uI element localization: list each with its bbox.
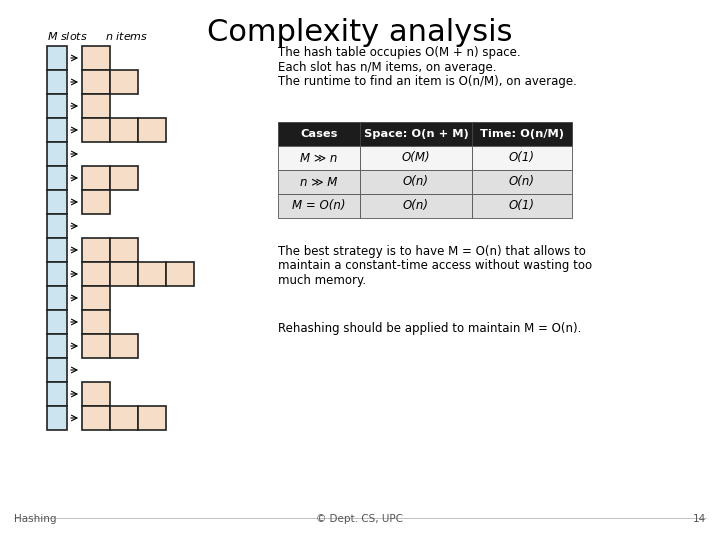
- Bar: [47, 94, 67, 118]
- Text: O(n): O(n): [403, 199, 429, 213]
- Bar: [278, 146, 360, 170]
- Bar: [278, 122, 360, 146]
- Bar: [110, 70, 138, 94]
- Text: O(1): O(1): [509, 152, 535, 165]
- Bar: [360, 122, 472, 146]
- Bar: [360, 194, 472, 218]
- Text: $M$ slots: $M$ slots: [47, 30, 88, 42]
- Bar: [110, 238, 138, 262]
- Text: Cases: Cases: [300, 129, 338, 139]
- Bar: [138, 118, 166, 142]
- Bar: [82, 262, 110, 286]
- Text: Each slot has n/M items, on average.: Each slot has n/M items, on average.: [278, 60, 497, 73]
- Bar: [472, 146, 572, 170]
- Text: Complexity analysis: Complexity analysis: [207, 18, 513, 47]
- Bar: [47, 382, 67, 406]
- Bar: [138, 406, 166, 430]
- Bar: [82, 46, 110, 70]
- Text: The best strategy is to have M = O(n) that allows to: The best strategy is to have M = O(n) th…: [278, 245, 586, 258]
- Bar: [47, 142, 67, 166]
- Bar: [47, 238, 67, 262]
- Bar: [47, 118, 67, 142]
- Bar: [47, 262, 67, 286]
- Bar: [110, 118, 138, 142]
- Bar: [472, 194, 572, 218]
- Text: M ≫ n: M ≫ n: [300, 152, 338, 165]
- Bar: [82, 238, 110, 262]
- Bar: [110, 334, 138, 358]
- Bar: [47, 46, 67, 70]
- Bar: [278, 170, 360, 194]
- Bar: [82, 382, 110, 406]
- Bar: [82, 118, 110, 142]
- Bar: [82, 70, 110, 94]
- Bar: [166, 262, 194, 286]
- Bar: [82, 94, 110, 118]
- Text: Time: O(n/M): Time: O(n/M): [480, 129, 564, 139]
- Bar: [472, 122, 572, 146]
- Bar: [82, 334, 110, 358]
- Bar: [82, 310, 110, 334]
- Text: Rehashing should be applied to maintain M = O(n).: Rehashing should be applied to maintain …: [278, 322, 581, 335]
- Bar: [47, 358, 67, 382]
- Text: The runtime to find an item is O(n/M), on average.: The runtime to find an item is O(n/M), o…: [278, 75, 577, 88]
- Text: O(M): O(M): [402, 152, 431, 165]
- Text: © Dept. CS, UPC: © Dept. CS, UPC: [317, 514, 403, 524]
- Text: $n$ items: $n$ items: [105, 30, 148, 42]
- Text: 14: 14: [693, 514, 706, 524]
- Text: much memory.: much memory.: [278, 274, 366, 287]
- Bar: [47, 214, 67, 238]
- Bar: [47, 70, 67, 94]
- Text: n ≫ M: n ≫ M: [300, 176, 338, 188]
- Bar: [360, 170, 472, 194]
- Bar: [138, 262, 166, 286]
- Bar: [360, 146, 472, 170]
- Bar: [47, 334, 67, 358]
- Bar: [47, 190, 67, 214]
- Text: Space: O(n + M): Space: O(n + M): [364, 129, 469, 139]
- Bar: [47, 286, 67, 310]
- Bar: [82, 190, 110, 214]
- Bar: [82, 286, 110, 310]
- Text: O(n): O(n): [403, 176, 429, 188]
- Text: maintain a constant-time access without wasting too: maintain a constant-time access without …: [278, 260, 592, 273]
- Bar: [278, 194, 360, 218]
- Bar: [47, 310, 67, 334]
- Text: M = O(n): M = O(n): [292, 199, 346, 213]
- Bar: [82, 406, 110, 430]
- Bar: [47, 406, 67, 430]
- Bar: [472, 170, 572, 194]
- Bar: [110, 406, 138, 430]
- Text: Hashing: Hashing: [14, 514, 56, 524]
- Bar: [110, 166, 138, 190]
- Bar: [82, 166, 110, 190]
- Text: The hash table occupies O(M + n) space.: The hash table occupies O(M + n) space.: [278, 46, 521, 59]
- Text: O(1): O(1): [509, 199, 535, 213]
- Bar: [110, 262, 138, 286]
- Bar: [47, 166, 67, 190]
- Text: O(n): O(n): [509, 176, 535, 188]
